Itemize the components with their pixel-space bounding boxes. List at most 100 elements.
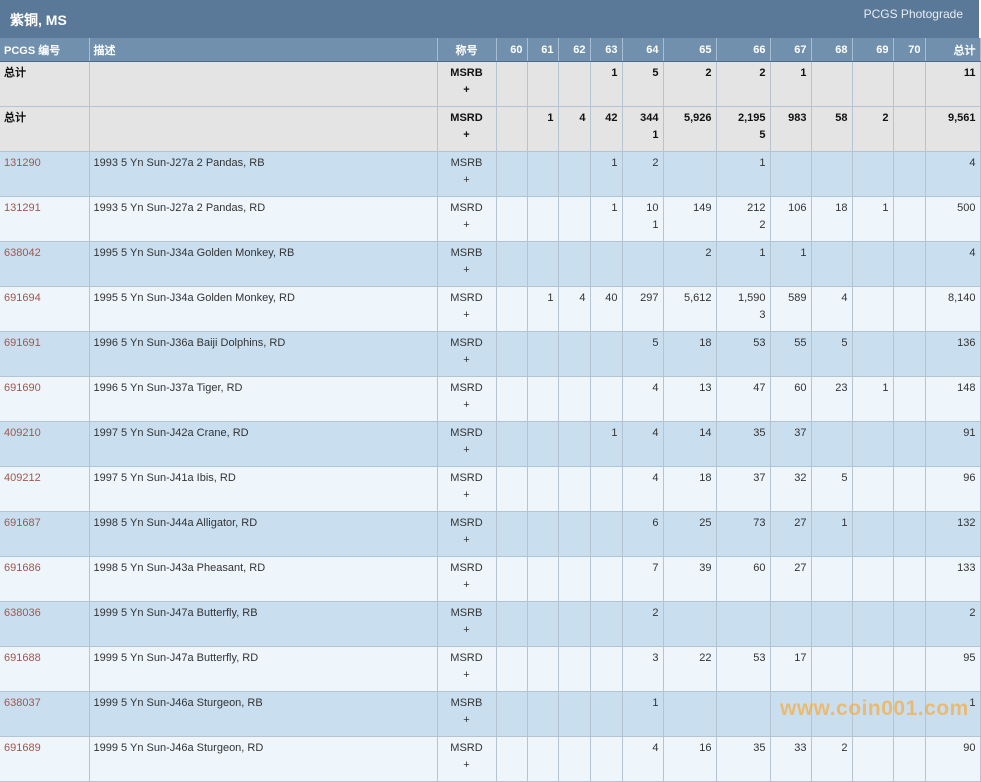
population-table: PCGS 编号 描述 称号 60 61 62 63 64 65 66 67 68 69 70 总计 总计 MS… — [0, 38, 981, 782]
cell-text: 2 — [969, 607, 976, 619]
grade-count-cell — [590, 646, 623, 692]
pcgs-number-link[interactable]: 409212 — [4, 472, 41, 484]
pcgs-number-cell: 691686 — [0, 556, 90, 602]
grade-count-cell: 23 — [811, 376, 853, 422]
grade-count-cell: 1 — [527, 106, 559, 152]
pcgs-number-link[interactable]: 131291 — [4, 202, 41, 214]
cell-text: 18 — [835, 202, 848, 214]
pcgs-number-link[interactable]: 638042 — [4, 247, 41, 259]
grade-count-cell — [811, 556, 853, 602]
grade-count-cell — [852, 601, 894, 647]
grade-count-cell — [852, 61, 894, 107]
grade-count-cell — [590, 376, 623, 422]
cell-text: 60 — [794, 382, 807, 394]
grade-count-cell — [496, 106, 528, 152]
cell-text: 1993 5 Yn Sun-J27a 2 Pandas, RB — [93, 157, 265, 169]
grade-count-cell: 17 — [770, 646, 812, 692]
total-count-cell: 2 — [925, 601, 981, 647]
description-cell: 1999 5 Yn Sun-J47a Butterfly, RD — [89, 646, 438, 692]
grade-count-cell — [590, 331, 623, 377]
total-count-cell: 96 — [925, 466, 981, 512]
cell-text: 42 — [605, 112, 618, 124]
grade-count-cell — [558, 511, 591, 557]
cell-text: 1 — [882, 382, 889, 394]
grade-count-cell: 4 — [558, 106, 591, 152]
cell-text: 47 — [753, 382, 766, 394]
total-count-cell: 500 — [925, 196, 981, 242]
total-count-cell: 9,561 — [925, 106, 981, 152]
cell-text: 1 — [800, 247, 807, 259]
grade-count-cell — [893, 331, 926, 377]
pcgs-number-link[interactable]: 691694 — [4, 292, 41, 304]
table-row: 691687 1998 5 Yn Sun-J44a Alligator, RD MS… — [0, 511, 981, 557]
pcgs-number-link[interactable]: 638037 — [4, 697, 41, 709]
cell-text: 4 — [652, 427, 659, 439]
grade-count-cell: 27 — [770, 556, 812, 602]
pcgs-number-link[interactable]: 691689 — [4, 742, 41, 754]
grade-count-cell: 32 — [770, 466, 812, 512]
description-cell: 1998 5 Yn Sun-J43a Pheasant, RD — [89, 556, 438, 602]
grade-count-cell — [496, 421, 528, 467]
cell-text: 23 — [835, 382, 848, 394]
column-header-grade-61: 61 — [527, 38, 559, 62]
cell-text: MSRD + — [450, 472, 483, 501]
grade-count-cell: 4 — [622, 421, 664, 467]
grade-count-cell: 33 — [770, 736, 812, 782]
pcgs-number-cell: 131291 — [0, 196, 90, 242]
cell-text: 5,926 — [683, 112, 712, 124]
cell-text: 27 — [794, 517, 807, 529]
grade-count-cell — [496, 241, 528, 287]
grade-count-cell — [558, 196, 591, 242]
grade-count-cell: 4 — [622, 736, 664, 782]
cell-text: 5 — [652, 337, 659, 349]
cell-text: 2 — [759, 67, 766, 79]
grade-count-cell — [893, 241, 926, 287]
pcgs-number-link[interactable]: 691688 — [4, 652, 41, 664]
cell-text: 18 — [699, 337, 712, 349]
cell-text: 35 — [753, 427, 766, 439]
grade-count-cell: 6 — [622, 511, 664, 557]
grade-count-cell — [558, 331, 591, 377]
total-count-cell: 133 — [925, 556, 981, 602]
cell-text: 22 — [699, 652, 712, 664]
cell-text: 90 — [963, 742, 976, 754]
column-header-grade-62: 62 — [558, 38, 591, 62]
cell-text: 132 — [957, 517, 976, 529]
column-header-grade-66: 66 — [716, 38, 771, 62]
column-header-grade-65: 65 — [663, 38, 717, 62]
cell-text: 148 — [957, 382, 976, 394]
cell-text: 73 — [753, 517, 766, 529]
table-row: 691686 1998 5 Yn Sun-J43a Pheasant, RD MSR… — [0, 556, 981, 602]
pcgs-number-link[interactable]: 691690 — [4, 382, 41, 394]
pcgs-number-link[interactable]: 691686 — [4, 562, 41, 574]
grade-count-cell — [893, 466, 926, 512]
cell-text: 8,140 — [947, 292, 976, 304]
cell-text: 58 — [835, 112, 848, 124]
pcgs-number-link[interactable]: 131290 — [4, 157, 41, 169]
grade-count-cell — [852, 466, 894, 512]
photograde-link[interactable]: PCGS Photograde — [863, 7, 963, 21]
total-count-cell: 95 — [925, 646, 981, 692]
designation-cell: MSRB + — [437, 691, 497, 737]
total-count-cell: 91 — [925, 421, 981, 467]
cell-text: 1 — [882, 202, 889, 214]
cell-text: 1999 5 Yn Sun-J47a Butterfly, RD — [93, 652, 259, 664]
grade-count-cell: 5 — [811, 331, 853, 377]
cell-text: 983 — [788, 112, 807, 124]
cell-text: 1 — [841, 517, 848, 529]
pcgs-number-link[interactable]: 691691 — [4, 337, 41, 349]
pcgs-number-link[interactable]: 691687 — [4, 517, 41, 529]
grade-count-cell — [811, 151, 853, 197]
grade-count-cell: 39 — [663, 556, 717, 602]
grade-count-cell — [852, 151, 894, 197]
grade-count-cell — [590, 601, 623, 647]
grade-count-cell — [893, 376, 926, 422]
total-row: 总计 MSRD + 1 4 42 344 1 5,926 2,195 5 983 58 2 9,561 — [0, 106, 981, 152]
designation-cell: MSRB + — [437, 151, 497, 197]
grade-count-cell — [852, 511, 894, 557]
designation-cell: MSRD + — [437, 106, 497, 152]
pcgs-number-link[interactable]: 638036 — [4, 607, 41, 619]
cell-text: MSRD + — [450, 382, 483, 411]
pcgs-number-link[interactable]: 409210 — [4, 427, 41, 439]
grade-count-cell: 1 — [527, 286, 559, 332]
